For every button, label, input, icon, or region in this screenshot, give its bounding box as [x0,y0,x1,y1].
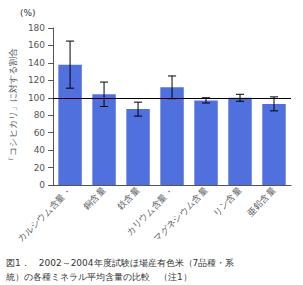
svg-text:銅含量: 銅含量 [81,185,107,211]
svg-text:「コシヒカリ」に対する割合: 「コシヒカリ」に対する割合 [8,48,18,165]
svg-text:リン含量: リン含量 [211,185,244,218]
svg-text:カルシウム含量・: カルシウム含量・ [16,185,74,243]
svg-text:40: 40 [34,145,46,155]
svg-text:180: 180 [28,23,45,33]
svg-text:100: 100 [28,93,45,103]
svg-text:亜鉛含量: 亜鉛含量 [245,185,278,218]
svg-text:0: 0 [39,180,45,190]
svg-text:(%): (%) [20,8,36,18]
svg-text:20: 20 [34,163,46,173]
svg-text:80: 80 [34,110,46,120]
svg-text:統）の各種ミネラル平均含量の比較 （注1）: 統）の各種ミネラル平均含量の比較 （注1） [6,272,192,282]
svg-text:鉄含量: 鉄含量 [115,185,141,211]
svg-text:160: 160 [28,40,45,50]
svg-text:60: 60 [34,128,46,138]
svg-text:120: 120 [28,75,45,85]
svg-text:140: 140 [28,58,45,68]
svg-text:マグネシウム含量: マグネシウム含量 [152,185,210,243]
svg-text:図1． 2002～2004年度試験ほ場産有色米（7品種・系: 図1． 2002～2004年度試験ほ場産有色米（7品種・系 [6,258,234,268]
svg-text:カリウム含量・: カリウム含量・ [124,185,176,238]
